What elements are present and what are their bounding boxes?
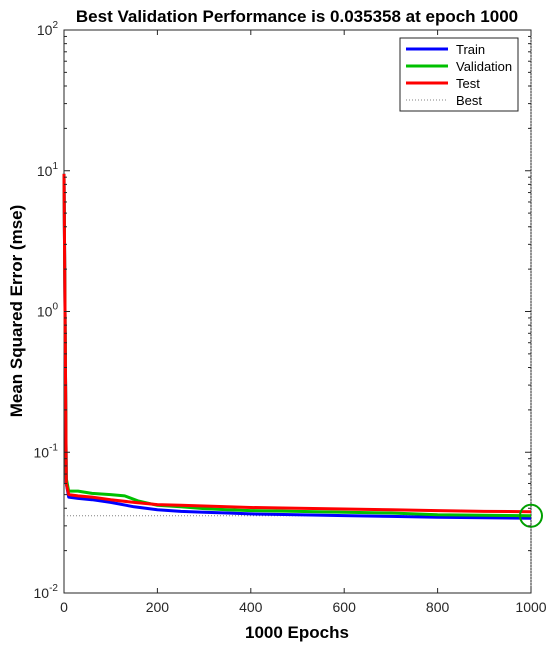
series-line-train (62, 173, 532, 520)
x-tick-label: 800 (426, 599, 450, 615)
x-axis-label: 1000 Epochs (245, 623, 349, 642)
x-tick-label: 400 (239, 599, 263, 615)
best-point-circle (519, 503, 543, 528)
x-tick-label: 1000 (515, 599, 546, 615)
series-lines (62, 173, 532, 520)
x-axis: 0 200 400 600 800 1000 (60, 30, 547, 615)
y-tick-label: 10-1 (34, 442, 59, 460)
x-tick-label: 200 (146, 599, 170, 615)
best-point-marker (519, 503, 543, 528)
plot-area (62, 29, 543, 594)
legend-label-best: Best (456, 93, 482, 108)
axes-box (63, 29, 532, 594)
y-tick-label: 101 (37, 161, 59, 179)
y-axis-label: Mean Squared Error (mse) (7, 205, 26, 418)
legend-items: Train Validation Test Best (406, 42, 512, 108)
y-axis: 10-2 10-1 100 101 102 (34, 20, 531, 601)
y-tick-label: 102 (37, 20, 59, 38)
best-reference-lines (64, 30, 532, 593)
legend-label-validation: Validation (456, 59, 512, 74)
x-tick-label: 0 (60, 599, 68, 615)
y-tick-label: 10-2 (34, 583, 59, 601)
y-tick-label: 100 (37, 302, 59, 320)
legend-label-train: Train (456, 42, 485, 57)
legend: Train Validation Test Best (399, 37, 519, 112)
legend-label-test: Test (456, 76, 480, 91)
series-line-test (62, 173, 532, 514)
x-tick-label: 600 (333, 599, 357, 615)
chart-title: Best Validation Performance is 0.035358 … (76, 7, 518, 26)
